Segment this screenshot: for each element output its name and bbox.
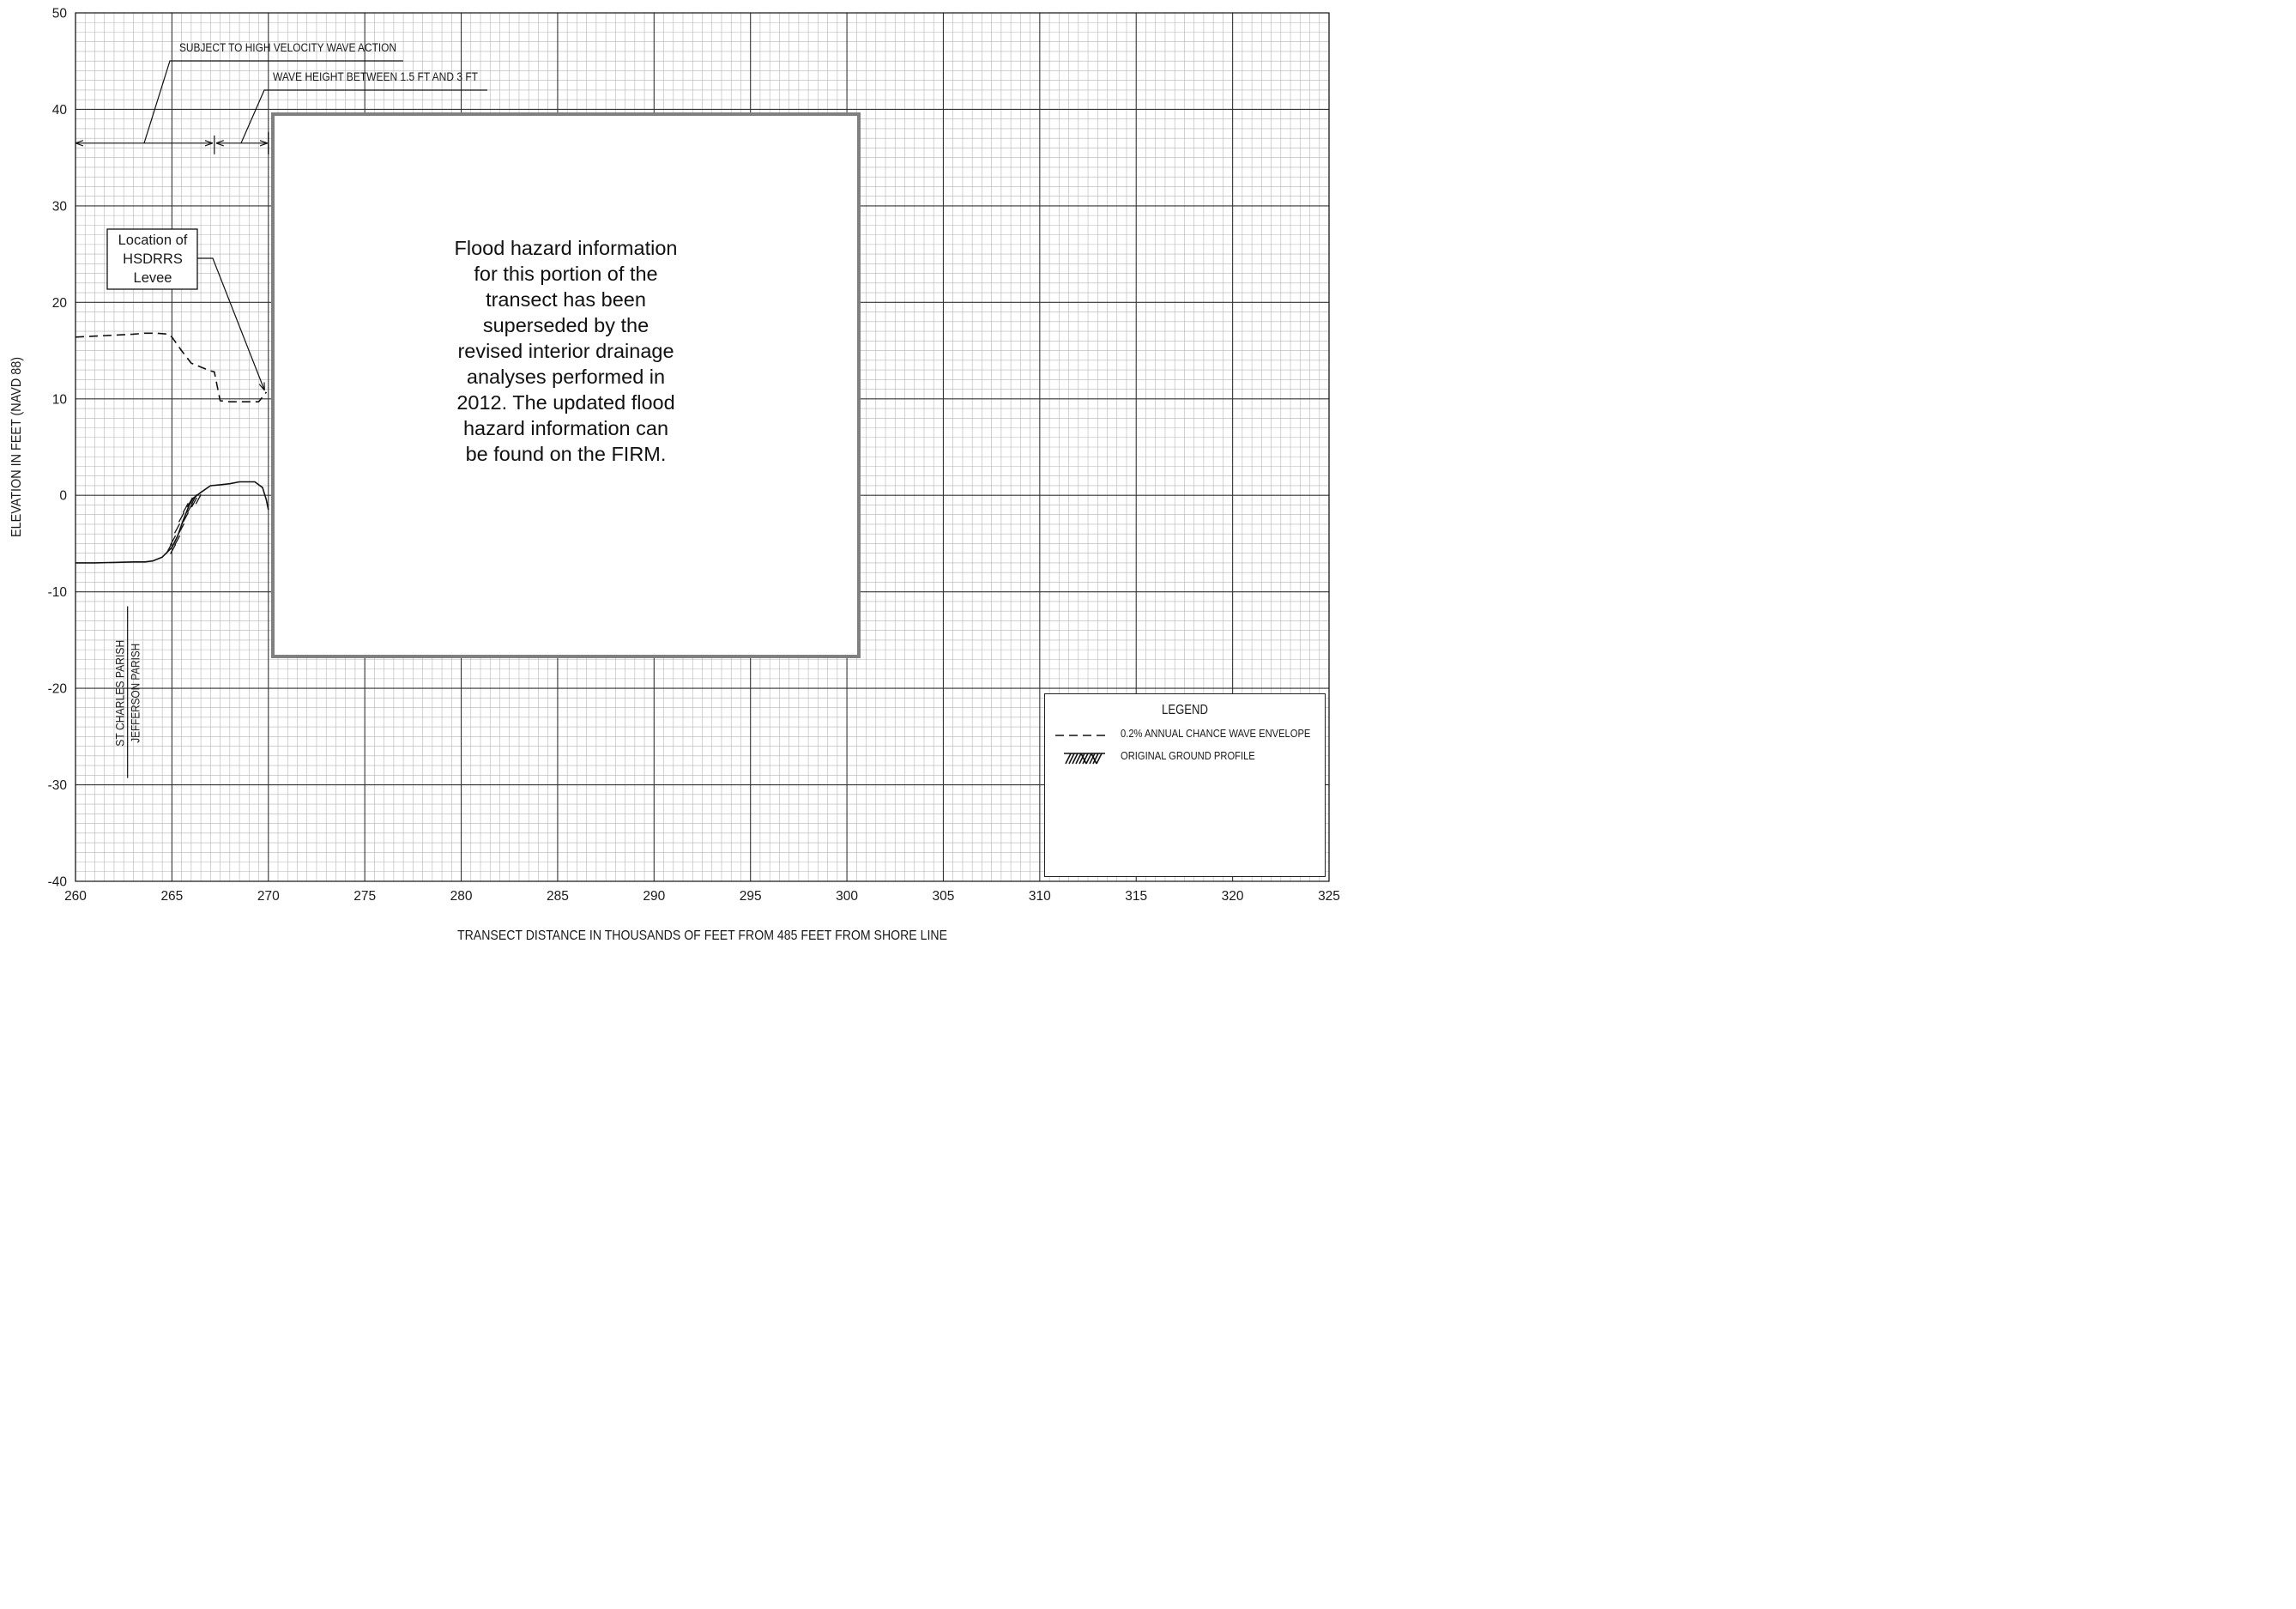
x-tick-label: 275 [353,889,376,904]
legend-title: LEGEND [1162,703,1208,717]
wave-envelope-line [75,332,268,403]
annotation-layer: SUBJECT TO HIGH VELOCITY WAVE ACTION WAV… [76,41,487,778]
x-tick-label: 320 [1222,889,1244,904]
hatch-mark [182,503,193,513]
x-tick-label: 305 [933,889,955,904]
parish-right-label: JEFFERSON PARISH [130,644,142,743]
transect-chart: 260 265 270 275 280 285 290 295 300 305 310 315 320 3… [0,0,1345,945]
wave-height-leader-line [240,89,487,144]
legend: LEGEND 0.2% ANNUAL CHANCE WAVE ENVELOPE … [1044,693,1326,877]
notice-line: hazard information can [462,417,669,439]
x-tick-label: 310 [1029,889,1051,904]
superseded-notice-text: Flood hazard information for this portio… [275,235,857,467]
y-tick-label: 30 [52,199,68,214]
legend-label: ORIGINAL GROUND PROFILE [1121,749,1255,762]
y-tick-label: 20 [52,296,68,311]
superseded-notice: Flood hazard information for this portio… [271,112,861,658]
y-tick-label: -40 [48,875,68,890]
x-tick-label: 260 [64,889,87,904]
y-axis-label: ELEVATION IN FEET (NAVD 88) [9,357,24,537]
notice-line: transect has been [486,288,646,311]
wave-height-zone-label: WAVE HEIGHT BETWEEN 1.5 FT AND 3 FT [273,70,478,83]
levee-callout-line: HSDRRS [123,251,183,267]
y-tick-label: -10 [48,585,68,600]
parish-left-label: ST CHARLES PARISH [114,640,127,747]
legend-item-ground-profile: ORIGINAL GROUND PROFILE [1052,748,1326,765]
series-layer [75,332,269,564]
velocity-zone-label: SUBJECT TO HIGH VELOCITY WAVE ACTION [179,41,396,54]
notice-line: be found on the FIRM. [465,443,667,465]
hatch-mark [170,535,181,546]
x-tick-label: 280 [450,889,473,904]
x-tick-label: 325 [1318,889,1340,904]
y-tick-label: 40 [52,103,68,118]
x-tick-labels: 260 265 270 275 280 285 290 295 300 305 310 315 320 3… [64,889,1340,904]
y-tick-label: -30 [48,778,68,793]
x-tick-label: 265 [160,889,183,904]
notice-line: 2012. The updated flood [456,391,675,414]
dashed-line-swatch-icon [1055,735,1105,736]
hatch-mark [166,544,177,554]
ground-hatch [166,493,202,554]
levee-leader-arrow [197,257,264,390]
x-tick-label: 295 [740,889,762,904]
levee-callout-line: Location of [118,233,188,248]
y-tick-labels: -40 -30 -20 -10 0 10 20 30 40 50 [48,7,68,890]
legend-label: 0.2% ANNUAL CHANCE WAVE ENVELOPE [1121,727,1311,740]
notice-line: superseded by the [482,314,650,336]
y-tick-label: 50 [52,7,68,21]
y-tick-label: 0 [59,489,67,504]
hatch-mark [173,523,185,534]
x-tick-label: 285 [547,889,569,904]
ground-profile-line [76,481,269,564]
hatch-mark [186,497,197,508]
x-axis-label: TRANSECT DISTANCE IN THOUSANDS OF FEET F… [457,929,947,943]
x-tick-label: 315 [1125,889,1147,904]
hatch-mark [190,493,202,505]
x-tick-label: 290 [643,889,665,904]
x-tick-label: 300 [836,889,858,904]
y-tick-label: 10 [52,392,68,407]
notice-line: for this portion of the [474,263,658,285]
y-tick-label: -20 [48,682,68,697]
plot-frame [75,12,1330,882]
notice-line: analyses performed in [466,366,666,388]
notice-line: Flood hazard information [454,237,678,259]
hatch-swatch-icon [1064,753,1105,765]
x-tick-label: 270 [257,889,280,904]
levee-callout-line: Levee [134,270,172,286]
levee-callout: Location of HSDRRS Levee [106,228,198,290]
notice-line: revised interior drainage [457,340,674,362]
levee-callout-box [106,228,198,290]
legend-item-wave-envelope: 0.2% ANNUAL CHANCE WAVE ENVELOPE [1052,726,1326,743]
velocity-leader-line [143,60,403,143]
hatch-mark [178,512,190,523]
